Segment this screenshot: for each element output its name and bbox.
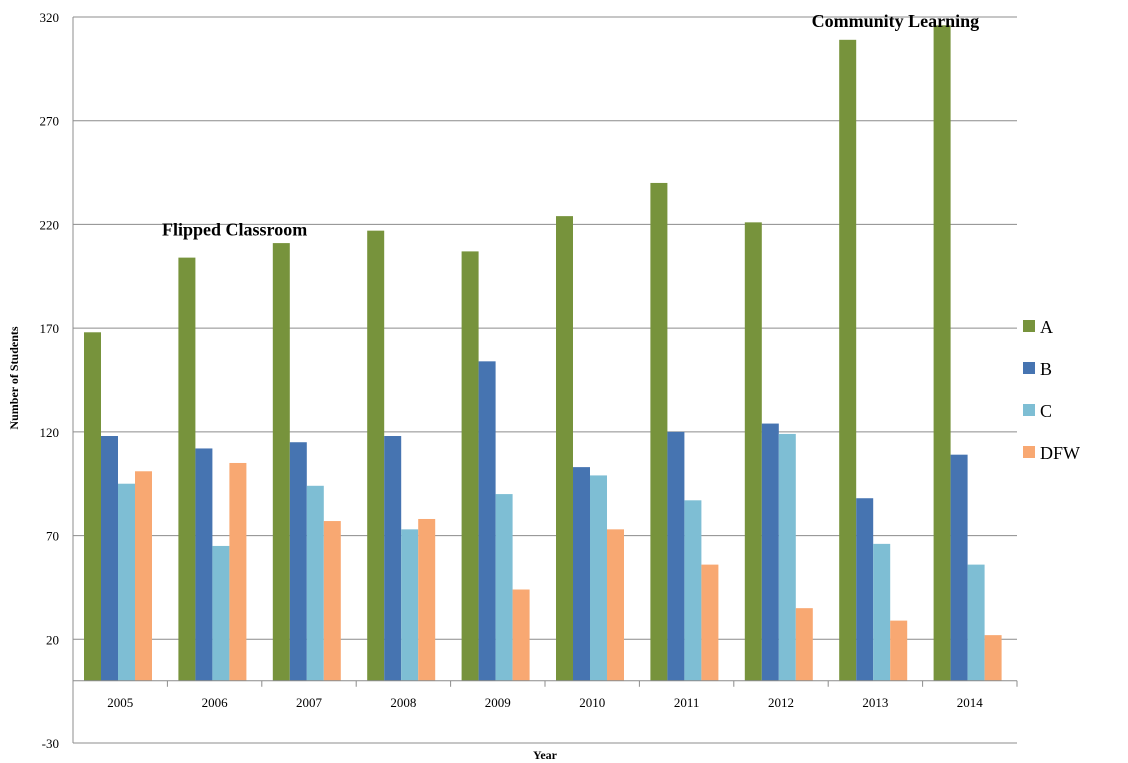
y-tick-label: -30 xyxy=(42,736,59,751)
legend-label: DFW xyxy=(1040,443,1080,463)
bar-c-2008 xyxy=(401,529,419,681)
bar-a-2013 xyxy=(839,39,857,681)
bar-dfw-2012 xyxy=(795,608,813,681)
x-tick-label: 2005 xyxy=(107,695,133,710)
bar-b-2014 xyxy=(950,454,968,681)
bar-a-2006 xyxy=(178,257,196,681)
legend-label: B xyxy=(1040,359,1052,379)
bar-dfw-2008 xyxy=(418,518,436,681)
bar-dfw-2005 xyxy=(135,471,152,681)
bar-a-2012 xyxy=(744,222,762,681)
bar-b-2012 xyxy=(761,423,779,681)
axes xyxy=(72,17,1018,743)
y-tick-label: 170 xyxy=(40,321,60,336)
x-tick-label: 2008 xyxy=(390,695,416,710)
bar-b-2007 xyxy=(289,442,307,681)
legend-label: C xyxy=(1040,401,1052,421)
annotation-label: Flipped Classroom xyxy=(162,220,307,240)
x-tick-label: 2013 xyxy=(862,695,888,710)
bar-c-2014 xyxy=(967,564,985,681)
bar-a-2009 xyxy=(461,251,479,681)
bar-b-2008 xyxy=(384,436,402,681)
legend-swatch-b xyxy=(1023,362,1035,374)
x-axis-title: Year xyxy=(533,748,558,762)
legend-label: A xyxy=(1040,317,1053,337)
bar-a-2011 xyxy=(650,182,668,681)
bar-c-2006 xyxy=(212,545,230,681)
bars xyxy=(84,25,1002,681)
annotations: Flipped Classroom Community Learning xyxy=(162,11,979,240)
bar-b-2010 xyxy=(573,467,590,681)
bar-a-2005 xyxy=(84,332,101,681)
legend: A B C DFW xyxy=(1023,317,1080,463)
bar-dfw-2014 xyxy=(984,635,1002,681)
bar-c-2012 xyxy=(778,433,796,681)
legend-swatch-a xyxy=(1023,320,1035,332)
bar-dfw-2006 xyxy=(229,462,247,681)
bar-c-2009 xyxy=(495,494,513,681)
bar-c-2013 xyxy=(873,543,891,681)
bar-dfw-2010 xyxy=(607,529,624,681)
x-tick-label: 2010 xyxy=(579,695,605,710)
annotation-label: Community Learning xyxy=(812,11,980,31)
y-tick-label: 270 xyxy=(40,114,60,129)
bar-b-2011 xyxy=(667,431,685,681)
bar-b-2005 xyxy=(101,436,118,681)
y-axis-title: Number of Students xyxy=(7,326,21,429)
y-tick-label: 120 xyxy=(40,425,60,440)
bar-a-2010 xyxy=(556,216,573,681)
legend-swatch-c xyxy=(1023,404,1035,416)
x-tick-label: 2007 xyxy=(296,695,323,710)
bar-dfw-2013 xyxy=(890,620,908,681)
x-tick-label: 2006 xyxy=(202,695,229,710)
bar-a-2008 xyxy=(367,230,385,681)
x-tick-label: 2009 xyxy=(485,695,511,710)
y-tick-label: 220 xyxy=(40,217,60,232)
bar-c-2011 xyxy=(684,500,702,681)
bar-a-2007 xyxy=(272,243,290,681)
bar-b-2013 xyxy=(856,498,874,681)
bar-a-2014 xyxy=(933,25,951,681)
y-tick-label: 320 xyxy=(40,10,60,25)
y-tick-label: 70 xyxy=(46,529,59,544)
bar-c-2010 xyxy=(590,475,607,681)
bar-dfw-2009 xyxy=(512,589,530,681)
bar-b-2006 xyxy=(195,448,213,681)
x-tick-label: 2011 xyxy=(674,695,700,710)
x-tick-label: 2014 xyxy=(957,695,984,710)
bar-dfw-2011 xyxy=(701,564,719,681)
y-tick-label: 20 xyxy=(46,632,59,647)
tick-labels: -30 20 70 120 170 220 270 320 2005 2006 2007 2008 20… xyxy=(40,10,984,751)
x-tick-label: 2012 xyxy=(768,695,794,710)
bar-dfw-2007 xyxy=(323,521,341,681)
legend-swatch-dfw xyxy=(1023,446,1035,458)
bar-c-2005 xyxy=(118,483,135,681)
bar-b-2009 xyxy=(478,361,496,681)
bar-c-2007 xyxy=(306,485,324,681)
